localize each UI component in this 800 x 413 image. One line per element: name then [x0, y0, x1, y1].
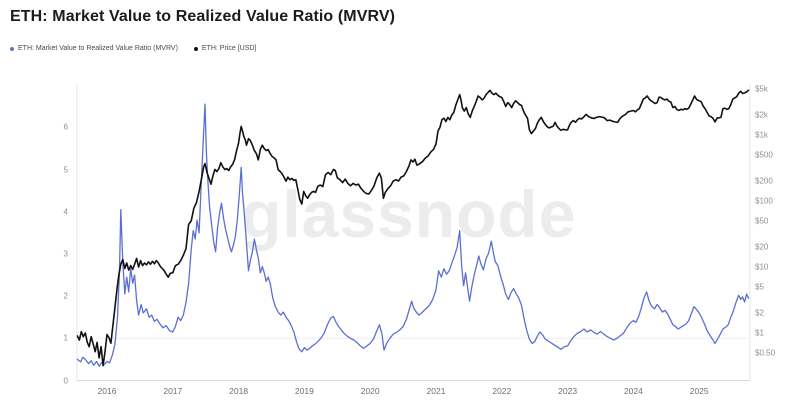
left-tick-4: 4: [63, 207, 68, 217]
x-tick-2020: 2020: [360, 386, 380, 396]
left-tick-1: 1: [63, 333, 68, 343]
x-tick-2025: 2025: [689, 386, 709, 396]
right-tick-100: $100: [755, 196, 773, 206]
x-tick-2016: 2016: [97, 386, 117, 396]
x-tick-2018: 2018: [229, 386, 249, 396]
x-tick-2023: 2023: [558, 386, 578, 396]
x-tick-2022: 2022: [492, 386, 512, 396]
right-tick-5000: $5k: [755, 84, 768, 94]
legend-label-price: ETH: Price [USD]: [201, 45, 257, 52]
legend-marker-price-icon: [193, 46, 198, 51]
right-tick-500: $500: [755, 150, 773, 160]
page-title: ETH: Market Value to Realized Value Rati…: [10, 8, 396, 25]
x-tick-2017: 2017: [163, 386, 183, 396]
x-tick-2021: 2021: [426, 386, 446, 396]
right-tick-2000: $2k: [755, 110, 768, 120]
right-tick-5: $5: [755, 282, 764, 292]
legend-item-mvrv[interactable]: ETH: Market Value to Realized Value Rati…: [10, 45, 178, 52]
left-tick-5: 5: [63, 165, 68, 174]
left-tick-3: 3: [63, 249, 68, 259]
right-tick-1: $1: [755, 328, 764, 338]
right-tick-1000: $1k: [755, 130, 768, 140]
legend-item-price[interactable]: ETH: Price [USD]: [193, 45, 257, 52]
right-tick-2: $2: [755, 308, 764, 318]
x-tick-2024: 2024: [623, 386, 643, 396]
left-tick-0: 0: [63, 376, 68, 385]
legend-label-mvrv: ETH: Market Value to Realized Value Rati…: [18, 45, 178, 52]
right-tick-0.5: $0.50: [755, 348, 776, 358]
left-tick-2: 2: [63, 291, 68, 301]
x-tick-2019: 2019: [294, 386, 314, 396]
eth-price-line[interactable]: [76, 89, 750, 367]
right-tick-20: $20: [755, 242, 769, 252]
mvrv-ratio-line[interactable]: [76, 103, 750, 367]
right-tick-10: $10: [755, 262, 769, 272]
legend: ETH: Market Value to Realized Value Rati…: [10, 45, 256, 52]
left-tick-6: 6: [63, 122, 68, 132]
right-tick-50: $50: [755, 216, 769, 226]
legend-marker-mvrv-icon: [10, 46, 14, 51]
right-tick-200: $200: [755, 176, 773, 186]
